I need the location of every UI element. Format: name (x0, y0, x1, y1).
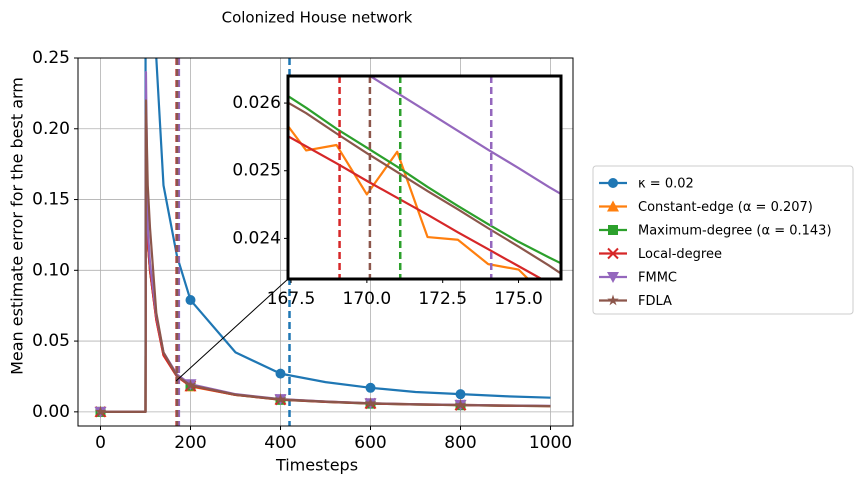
marker (94, 405, 107, 417)
x-tick-label: 600 (354, 433, 386, 453)
y-tick-label: 0.05 (32, 331, 70, 351)
legend: κ = 0.02 Constant-edge (α = 0.207) Maximum… (592, 165, 854, 315)
legend-label: κ = 0.02 (638, 177, 694, 192)
chart-title: Colonized House network (222, 9, 413, 27)
x-tick-label: 170.0 (343, 289, 392, 309)
y-tick-label: 0.15 (32, 190, 70, 210)
marker (455, 389, 466, 400)
legend-marker (608, 225, 618, 235)
y-tick-label: 0.026 (232, 93, 281, 113)
inset-plot (288, 76, 561, 279)
legend-label: FMMC (638, 271, 677, 286)
x-tick-label: 172.5 (418, 289, 467, 309)
x-tick-label: 0 (95, 433, 106, 453)
legend-label: Maximum-degree (α = 0.143) (638, 224, 832, 239)
x-tick-label: 175.0 (494, 289, 543, 309)
marker (275, 368, 286, 379)
x-axis-label: Timesteps (275, 456, 358, 475)
y-tick-label: 0.25 (32, 48, 70, 68)
legend-marker (608, 178, 618, 188)
series-line (288, 134, 544, 279)
y-tick-label: 0.025 (232, 161, 281, 181)
x-tick-label: 1000 (529, 433, 572, 453)
inset-ticks: 167.5 170.0 172.5 175.0 0.024 0.025 0.026 (232, 93, 543, 309)
marker (364, 397, 377, 409)
main-frame (77, 57, 574, 427)
legend-label: Constant-edge (α = 0.207) (638, 200, 813, 215)
x-tick-label: 200 (174, 433, 206, 453)
marker (185, 295, 196, 306)
marker (454, 399, 467, 410)
series-line (288, 94, 561, 265)
legend-box (592, 165, 854, 315)
marker (184, 379, 197, 391)
series-line (368, 76, 561, 196)
marker (274, 393, 287, 405)
legend-marker (607, 272, 619, 283)
main-ticks: 0 200 400 600 800 1000 0.00 0.05 0.10 0.15 0.20 0.2… (32, 48, 572, 453)
y-tick-label: 0.00 (32, 402, 70, 422)
legend-label: Local-degree (638, 247, 722, 262)
y-tick-label: 0.10 (32, 260, 70, 280)
legend-label: FDLA (638, 294, 672, 309)
legend-marker (607, 294, 619, 306)
x-tick-label: 400 (264, 433, 296, 453)
inset-frame (286, 74, 563, 281)
y-tick-label: 0.20 (32, 119, 70, 139)
x-tick-label: 800 (444, 433, 476, 453)
y-axis-label: Mean estimate error for the best arm (8, 77, 27, 375)
y-tick-label: 0.024 (232, 228, 281, 248)
zoom-connector (175, 278, 289, 382)
x-tick-label: 167.5 (267, 289, 316, 309)
legend-marker (607, 247, 619, 260)
series-line (288, 124, 530, 279)
marker (365, 382, 376, 393)
series-line (288, 101, 561, 275)
legend-marker (607, 200, 619, 212)
